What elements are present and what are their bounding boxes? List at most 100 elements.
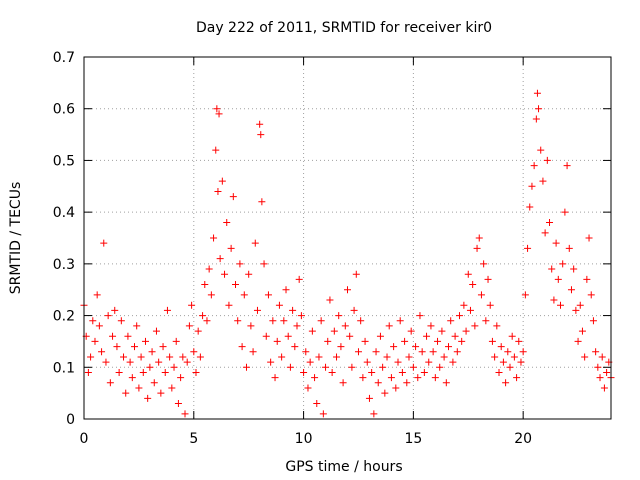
data-point-marker: [262, 332, 270, 340]
data-point-marker: [326, 296, 334, 304]
x-tick-label: 20: [514, 431, 532, 447]
data-point-marker: [269, 317, 277, 325]
data-point-marker: [434, 337, 442, 345]
data-point-marker: [583, 275, 591, 283]
data-point-marker: [89, 317, 97, 325]
data-point-marker: [341, 322, 349, 330]
data-point-marker: [256, 120, 264, 128]
plot-frame: [83, 56, 612, 420]
data-point-marker: [438, 327, 446, 335]
data-point-marker: [418, 348, 426, 356]
data-point-marker: [497, 343, 505, 351]
data-point-marker: [212, 146, 220, 154]
data-point-marker: [526, 203, 534, 211]
data-point-marker: [168, 384, 176, 392]
data-point-marker: [442, 379, 450, 387]
data-point-marker: [221, 270, 229, 278]
data-point-marker: [177, 374, 185, 382]
data-point-marker: [563, 162, 571, 170]
data-point-marker: [506, 363, 514, 371]
data-point-marker: [91, 337, 99, 345]
data-point-marker: [306, 358, 314, 366]
data-point-marker: [115, 368, 123, 376]
data-point-marker: [473, 244, 481, 252]
data-point-marker: [387, 374, 395, 382]
data-point-marker: [466, 306, 474, 314]
data-point-marker: [333, 353, 341, 361]
data-point-marker: [550, 296, 558, 304]
data-point-marker: [282, 286, 290, 294]
data-point-marker: [109, 332, 117, 340]
data-point-marker: [363, 358, 371, 366]
data-point-marker: [533, 89, 541, 97]
data-point-marker: [565, 244, 573, 252]
data-point-marker: [537, 146, 545, 154]
data-point-marker: [447, 317, 455, 325]
data-point-marker: [291, 343, 299, 351]
data-point-marker: [205, 265, 213, 273]
data-point-marker: [449, 358, 457, 366]
data-point-marker: [315, 353, 323, 361]
data-point-marker: [196, 353, 204, 361]
x-axis-label: GPS time / hours: [285, 459, 402, 475]
data-point-marker: [95, 322, 103, 330]
data-point-marker: [594, 363, 602, 371]
data-point-marker: [170, 363, 178, 371]
data-point-marker: [146, 363, 154, 371]
data-point-marker: [240, 291, 248, 299]
data-point-marker: [589, 317, 597, 325]
data-point-marker: [412, 343, 420, 351]
data-point-marker: [203, 317, 211, 325]
data-point-marker: [574, 337, 582, 345]
data-point-marker: [218, 177, 226, 185]
data-point-marker: [436, 363, 444, 371]
data-point-marker: [159, 343, 167, 351]
data-point-marker: [348, 363, 356, 371]
data-point-marker: [455, 312, 463, 320]
data-point-marker: [128, 374, 136, 382]
data-point-marker: [398, 368, 406, 376]
data-point-marker: [600, 384, 608, 392]
data-point-marker: [172, 337, 180, 345]
data-point-marker: [429, 348, 437, 356]
data-point-marker: [304, 384, 312, 392]
data-point-marker: [284, 332, 292, 340]
data-point-marker: [493, 322, 501, 330]
data-point-marker: [392, 384, 400, 392]
data-point-marker: [372, 348, 380, 356]
data-point-marker: [587, 291, 595, 299]
data-point-marker: [519, 348, 527, 356]
data-point-marker: [567, 286, 575, 294]
data-point-marker: [405, 353, 413, 361]
data-point-marker: [275, 301, 283, 309]
data-point-marker: [137, 353, 145, 361]
data-point-marker: [445, 343, 453, 351]
data-point-marker: [425, 358, 433, 366]
data-point-marker: [508, 332, 516, 340]
data-point-marker: [414, 374, 422, 382]
data-point-marker: [319, 410, 327, 418]
data-point-marker: [381, 389, 389, 397]
data-point-marker: [337, 343, 345, 351]
data-point-marker: [513, 374, 521, 382]
data-point-marker: [427, 322, 435, 330]
data-point-marker: [556, 301, 564, 309]
data-point-marker: [528, 182, 536, 190]
data-point-marker: [458, 337, 466, 345]
y-tick-label: 0.1: [53, 360, 75, 376]
data-point-marker: [420, 368, 428, 376]
data-point-marker: [346, 332, 354, 340]
data-point-marker: [225, 301, 233, 309]
data-point-marker: [253, 306, 261, 314]
data-point-marker: [131, 343, 139, 351]
data-point-marker: [464, 270, 472, 278]
data-point-marker: [499, 358, 507, 366]
data-point-marker: [223, 218, 231, 226]
data-point-marker: [598, 353, 606, 361]
data-point-marker: [179, 353, 187, 361]
data-point-marker: [431, 374, 439, 382]
data-point-marker: [330, 327, 338, 335]
data-point-marker: [236, 260, 244, 268]
data-point-marker: [559, 260, 567, 268]
data-point-marker: [232, 281, 240, 289]
